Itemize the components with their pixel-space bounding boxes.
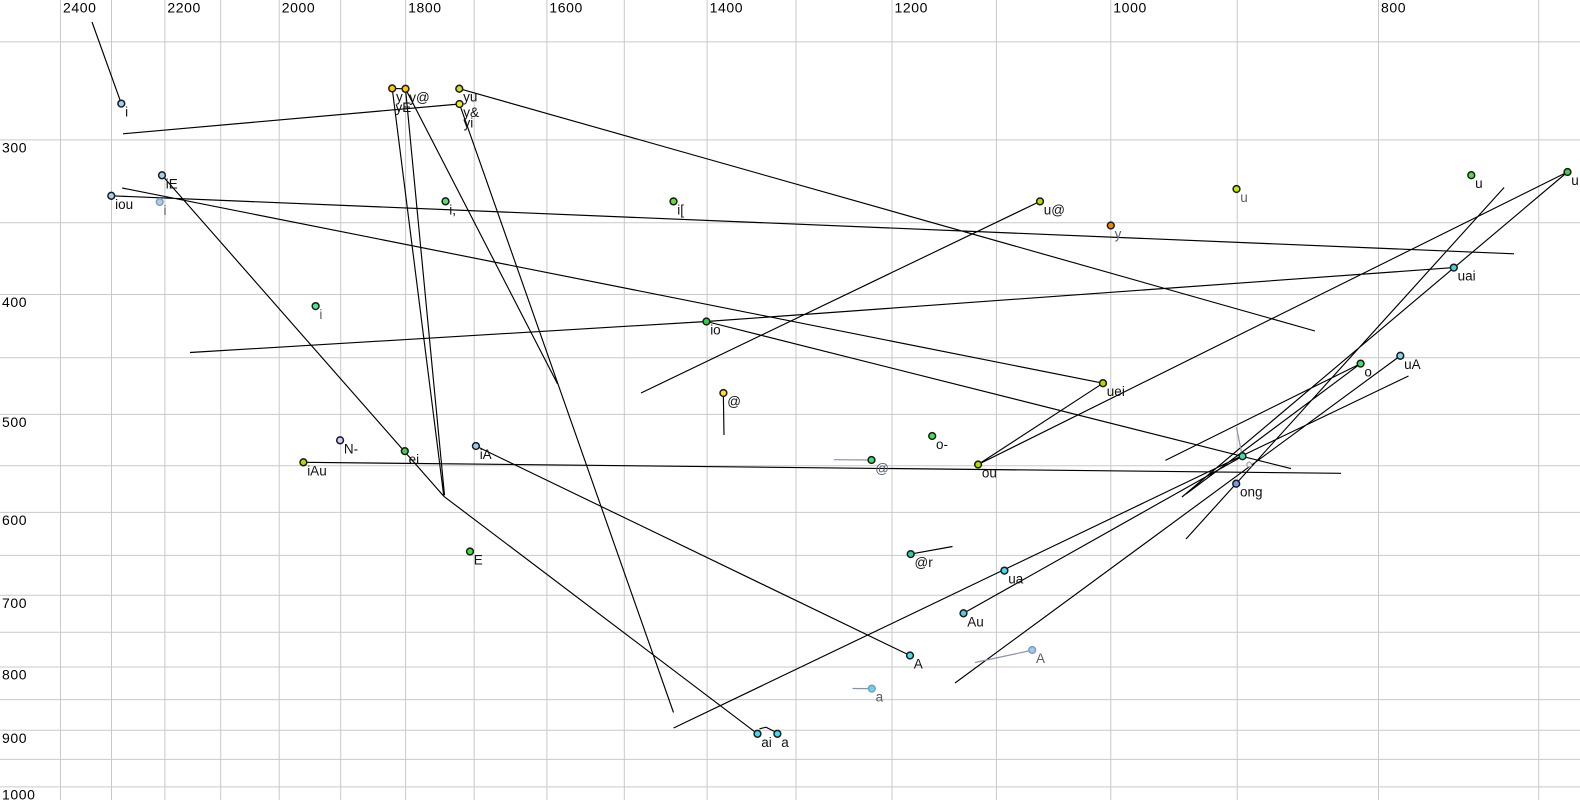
svg-text:o-: o- bbox=[936, 437, 948, 452]
svg-text:iou: iou bbox=[115, 197, 133, 212]
svg-text:2400: 2400 bbox=[63, 0, 97, 16]
svg-text:uai: uai bbox=[1458, 269, 1476, 284]
svg-text:i: i bbox=[164, 203, 167, 218]
svg-text:i[: i[ bbox=[677, 202, 684, 217]
svg-text:yE: yE bbox=[396, 100, 412, 115]
svg-text:uei: uei bbox=[1107, 384, 1125, 399]
svg-text:800: 800 bbox=[1381, 0, 1406, 16]
svg-text:a: a bbox=[781, 735, 789, 750]
svg-text:i: i bbox=[319, 307, 322, 322]
svg-text:500: 500 bbox=[2, 414, 27, 430]
svg-text:2200: 2200 bbox=[167, 0, 201, 16]
svg-text:300: 300 bbox=[2, 139, 27, 155]
svg-text:1200: 1200 bbox=[895, 0, 929, 16]
svg-text:A: A bbox=[914, 657, 923, 672]
svg-text:yi: yi bbox=[464, 116, 474, 131]
svg-text:600: 600 bbox=[2, 512, 27, 528]
svg-text:900: 900 bbox=[2, 730, 27, 746]
svg-text:1400: 1400 bbox=[710, 0, 744, 16]
svg-text:1600: 1600 bbox=[549, 0, 583, 16]
svg-text:yu: yu bbox=[463, 90, 477, 105]
svg-text:i,: i, bbox=[449, 202, 456, 217]
svg-text:io: io bbox=[710, 323, 721, 338]
svg-text:1000: 1000 bbox=[1113, 0, 1147, 16]
svg-text:u: u bbox=[1571, 173, 1579, 188]
svg-text:iA: iA bbox=[480, 447, 492, 462]
svg-text:400: 400 bbox=[2, 294, 27, 310]
svg-text:ong: ong bbox=[1240, 485, 1263, 500]
svg-text:A: A bbox=[1036, 651, 1045, 666]
svg-text:ai: ai bbox=[761, 735, 772, 750]
svg-text:800: 800 bbox=[2, 667, 27, 683]
svg-text:u@: u@ bbox=[1044, 202, 1065, 217]
svg-text:1000: 1000 bbox=[2, 786, 36, 800]
svg-text:y&: y& bbox=[463, 105, 479, 120]
svg-text:1800: 1800 bbox=[408, 0, 442, 16]
svg-text:u: u bbox=[1240, 190, 1248, 205]
svg-text:iE: iE bbox=[166, 176, 178, 191]
svg-text:u: u bbox=[1475, 176, 1483, 191]
svg-text:uA: uA bbox=[1404, 357, 1421, 372]
svg-text:y: y bbox=[396, 89, 403, 104]
svg-text:@: @ bbox=[875, 461, 889, 476]
svg-text:ua: ua bbox=[1008, 572, 1024, 587]
svg-text:iAu: iAu bbox=[307, 463, 327, 478]
svg-text:700: 700 bbox=[2, 595, 27, 611]
svg-text:@r: @r bbox=[915, 555, 934, 570]
svg-text:E: E bbox=[474, 553, 483, 568]
svg-text:a: a bbox=[876, 690, 884, 705]
svg-text:y@: y@ bbox=[409, 90, 429, 105]
svg-text:Au: Au bbox=[967, 614, 984, 629]
svg-text:ei: ei bbox=[409, 452, 420, 467]
svg-text:o: o bbox=[1364, 365, 1372, 380]
svg-text:i: i bbox=[125, 105, 128, 120]
svg-text:2000: 2000 bbox=[282, 0, 316, 16]
svg-text:N-: N- bbox=[344, 441, 358, 456]
svg-text:y: y bbox=[1115, 227, 1122, 242]
svg-text:ou: ou bbox=[982, 466, 997, 481]
svg-text:@: @ bbox=[727, 394, 741, 409]
